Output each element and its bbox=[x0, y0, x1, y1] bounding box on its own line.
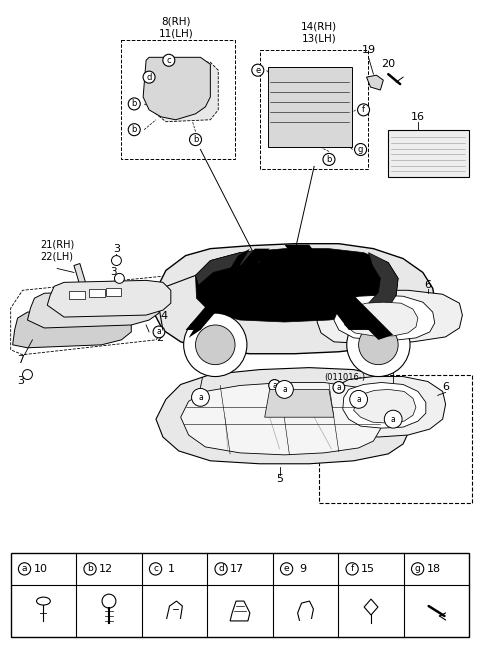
Text: g: g bbox=[415, 564, 420, 573]
Text: a: a bbox=[272, 381, 277, 390]
Bar bbox=[11, 553, 469, 637]
Polygon shape bbox=[264, 389, 334, 417]
Text: a: a bbox=[198, 393, 203, 402]
Text: a: a bbox=[22, 564, 27, 573]
Polygon shape bbox=[156, 60, 218, 122]
Text: f: f bbox=[350, 564, 354, 573]
Polygon shape bbox=[186, 248, 270, 330]
Polygon shape bbox=[343, 382, 426, 428]
Polygon shape bbox=[317, 291, 462, 344]
Bar bbox=[319, 375, 472, 503]
Text: 20: 20 bbox=[381, 60, 396, 69]
Circle shape bbox=[347, 313, 410, 377]
Polygon shape bbox=[369, 252, 398, 316]
Polygon shape bbox=[195, 250, 260, 285]
Polygon shape bbox=[180, 382, 384, 455]
Bar bbox=[89, 289, 105, 297]
Text: f: f bbox=[362, 105, 365, 115]
Bar bbox=[69, 291, 85, 299]
Text: a: a bbox=[391, 415, 396, 424]
Text: (-011016): (-011016) bbox=[347, 286, 388, 295]
Text: 19: 19 bbox=[361, 45, 375, 56]
Ellipse shape bbox=[56, 302, 68, 309]
Circle shape bbox=[195, 325, 235, 365]
Bar bbox=[260, 50, 369, 170]
Ellipse shape bbox=[96, 296, 108, 304]
Text: a: a bbox=[198, 393, 203, 402]
Text: d: d bbox=[218, 564, 224, 573]
Polygon shape bbox=[367, 75, 384, 90]
Text: 9: 9 bbox=[299, 564, 306, 574]
Text: a: a bbox=[391, 413, 396, 422]
Text: 4: 4 bbox=[161, 311, 168, 321]
Ellipse shape bbox=[76, 298, 88, 306]
Text: b: b bbox=[326, 155, 332, 164]
Polygon shape bbox=[289, 246, 393, 340]
Text: b: b bbox=[132, 100, 137, 109]
Text: a: a bbox=[336, 383, 341, 392]
Polygon shape bbox=[189, 248, 250, 338]
Polygon shape bbox=[195, 248, 398, 322]
Polygon shape bbox=[143, 58, 210, 120]
Text: 3: 3 bbox=[17, 377, 24, 386]
Text: 7: 7 bbox=[17, 355, 24, 365]
Text: b: b bbox=[132, 125, 137, 134]
Polygon shape bbox=[344, 302, 418, 336]
Text: (011016-): (011016-) bbox=[324, 373, 365, 382]
Polygon shape bbox=[354, 389, 416, 423]
Polygon shape bbox=[47, 280, 171, 317]
Circle shape bbox=[384, 410, 402, 428]
Text: c: c bbox=[167, 56, 171, 65]
Text: b: b bbox=[87, 564, 93, 573]
Text: e: e bbox=[284, 564, 289, 573]
Circle shape bbox=[184, 313, 247, 377]
Text: d: d bbox=[146, 72, 152, 82]
Text: b: b bbox=[193, 135, 198, 144]
Bar bbox=[388, 129, 469, 177]
Bar bbox=[121, 41, 235, 159]
Polygon shape bbox=[27, 291, 159, 328]
Text: c: c bbox=[153, 564, 158, 573]
Text: 6: 6 bbox=[424, 280, 432, 291]
Text: 18: 18 bbox=[426, 564, 441, 574]
Polygon shape bbox=[334, 295, 435, 340]
Text: 15: 15 bbox=[361, 564, 375, 574]
Circle shape bbox=[276, 380, 293, 399]
Text: e: e bbox=[255, 66, 261, 74]
Text: 21(RH)
22(LH): 21(RH) 22(LH) bbox=[40, 240, 74, 261]
Ellipse shape bbox=[36, 597, 50, 605]
Text: 16: 16 bbox=[411, 112, 425, 122]
Text: a: a bbox=[282, 385, 287, 394]
Polygon shape bbox=[12, 308, 131, 348]
Text: 10: 10 bbox=[33, 564, 48, 574]
Polygon shape bbox=[156, 367, 413, 464]
Circle shape bbox=[23, 369, 33, 380]
Polygon shape bbox=[74, 263, 86, 285]
Polygon shape bbox=[327, 377, 445, 437]
Circle shape bbox=[192, 388, 209, 406]
Polygon shape bbox=[155, 244, 436, 354]
Circle shape bbox=[102, 594, 116, 608]
Ellipse shape bbox=[110, 296, 122, 304]
Bar bbox=[268, 67, 352, 146]
Text: 14(RH)
13(LH): 14(RH) 13(LH) bbox=[301, 22, 337, 43]
Text: 17: 17 bbox=[230, 564, 244, 574]
Text: 6: 6 bbox=[442, 382, 449, 393]
Circle shape bbox=[111, 256, 121, 265]
Text: 3: 3 bbox=[113, 244, 120, 254]
Circle shape bbox=[350, 390, 368, 408]
Text: 8(RH)
11(LH): 8(RH) 11(LH) bbox=[158, 17, 193, 38]
Text: a: a bbox=[356, 395, 361, 404]
Polygon shape bbox=[285, 245, 373, 330]
Text: 3: 3 bbox=[110, 267, 117, 278]
Text: a: a bbox=[156, 327, 161, 336]
Text: g: g bbox=[358, 145, 363, 154]
Circle shape bbox=[114, 274, 124, 283]
Circle shape bbox=[359, 325, 398, 365]
Text: 1: 1 bbox=[168, 564, 175, 574]
Text: 12: 12 bbox=[99, 564, 113, 574]
Bar bbox=[106, 289, 121, 296]
Text: 2: 2 bbox=[156, 333, 163, 343]
Text: 5: 5 bbox=[276, 474, 283, 484]
